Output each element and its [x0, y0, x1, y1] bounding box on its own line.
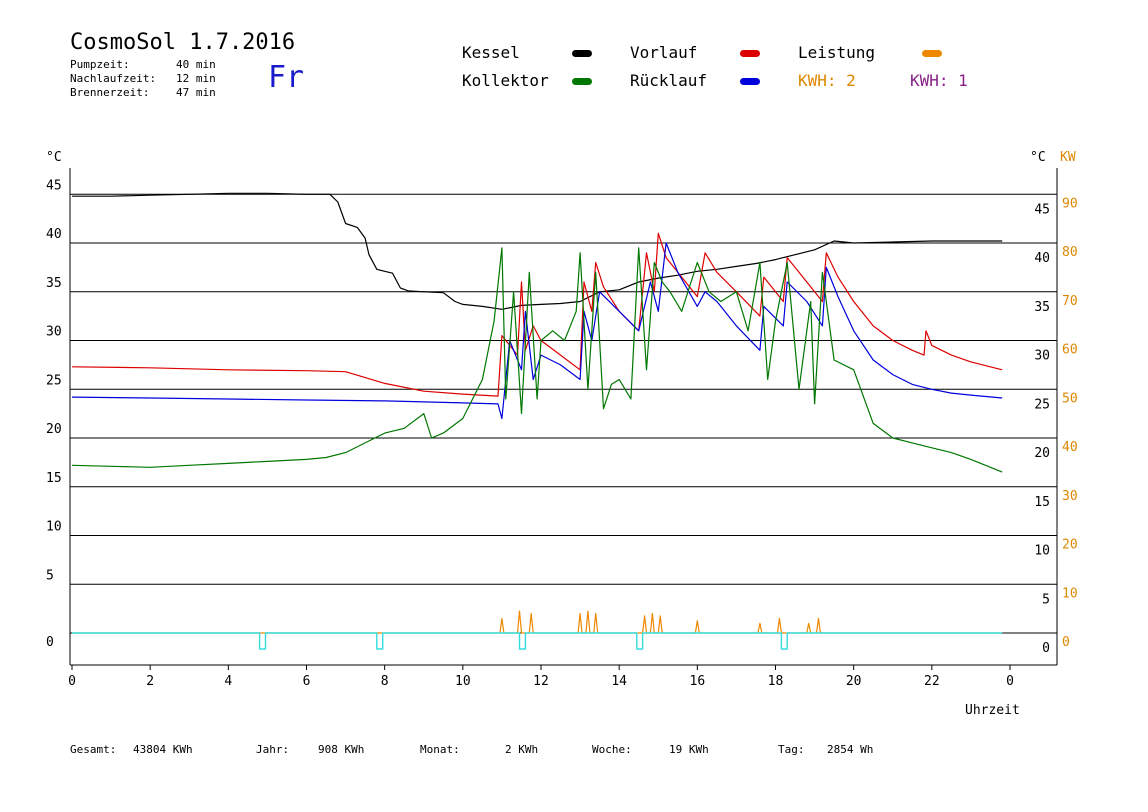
stat-label-brennerzeit: Brennerzeit: — [70, 86, 150, 99]
y-tick-left-30: 30 — [46, 325, 62, 340]
y-tick-right-power-60: 60 — [1062, 343, 1078, 358]
legend-label-vorlauf: Vorlauf — [630, 43, 698, 62]
legend-swatch-kessel — [572, 50, 592, 57]
y-tick-right-temp-0: 0 — [1042, 641, 1050, 656]
series-line-pumpe — [72, 632, 1003, 650]
series-line-leistung — [72, 610, 1003, 634]
y-axis-label-left: °C — [46, 150, 62, 165]
footer-monat-value: 2 KWh — [505, 743, 539, 756]
x-tick-4: 8 — [381, 674, 389, 689]
x-tick-6: 12 — [533, 674, 549, 689]
y-tick-right-power-80: 80 — [1062, 245, 1078, 260]
y-axis-label-right-power: KW — [1060, 150, 1076, 165]
stat-label-nachlaufzeit: Nachlaufzeit: — [70, 72, 157, 85]
legend-kwh-2: KWH: 2 — [798, 71, 856, 90]
y-axis-label-right-temp: °C — [1030, 150, 1046, 165]
legend-label-ruecklauf: Rücklauf — [630, 71, 708, 90]
y-tick-left-5: 5 — [46, 568, 54, 583]
legend-swatch-ruecklauf — [740, 78, 760, 85]
x-tick-9: 18 — [768, 674, 784, 689]
series-line-kessel — [72, 192, 1003, 310]
y-tick-right-temp-25: 25 — [1034, 397, 1050, 412]
weekday-label: Fr — [268, 60, 305, 95]
grid-lines — [70, 193, 1057, 634]
x-axis-label: Uhrzeit — [965, 703, 1020, 718]
footer-monat-label: Monat: — [420, 743, 460, 756]
x-tick-11: 22 — [924, 674, 940, 689]
series-line-rcklauf — [71, 242, 1003, 420]
x-tick-8: 16 — [690, 674, 706, 689]
x-tick-12: 0 — [1006, 674, 1014, 689]
footer-woche-value: 19 KWh — [669, 743, 709, 756]
y-tick-right-temp-35: 35 — [1034, 300, 1050, 315]
y-tick-right-temp-15: 15 — [1034, 495, 1050, 510]
x-tick-5: 10 — [455, 674, 471, 689]
y-tick-left-25: 25 — [46, 373, 62, 388]
footer-gesamt-value: 43804 KWh — [133, 743, 193, 756]
legend-swatch-vorlauf — [740, 50, 760, 57]
axes — [69, 168, 1058, 670]
y-tick-right-power-40: 40 — [1062, 440, 1078, 455]
series-line-kollektor — [71, 247, 1003, 473]
y-tick-left-20: 20 — [46, 422, 62, 437]
footer-jahr-value: 908 KWh — [318, 743, 365, 756]
legend-label-kessel: Kessel — [462, 43, 520, 62]
stat-label-pumpzeit: Pumpzeit: — [70, 58, 130, 71]
y-tick-left-45: 45 — [46, 178, 62, 193]
footer-woche-label: Woche: — [592, 743, 632, 756]
stat-value-nachlaufzeit: 12 min — [176, 72, 216, 85]
x-tick-1: 2 — [146, 674, 154, 689]
y-tick-left-10: 10 — [46, 520, 62, 535]
series-lines — [71, 192, 1003, 650]
y-tick-left-15: 15 — [46, 471, 62, 486]
page-title: CosmoSol 1.7.2016 — [70, 30, 296, 55]
x-tick-3: 6 — [303, 674, 311, 689]
legend-kwh-1: KWH: 1 — [910, 71, 968, 90]
y-tick-left-35: 35 — [46, 276, 62, 291]
legend-label-leistung: Leistung — [798, 43, 876, 62]
tick-labels: 0510152025303540450510152025303540450102… — [46, 178, 1078, 689]
x-tick-10: 20 — [846, 674, 862, 689]
y-tick-right-temp-30: 30 — [1034, 349, 1050, 364]
y-tick-right-temp-20: 20 — [1034, 446, 1050, 461]
x-tick-7: 14 — [611, 674, 627, 689]
y-tick-right-power-50: 50 — [1062, 391, 1078, 406]
y-tick-right-temp-10: 10 — [1034, 544, 1050, 559]
legend-label-kollektor: Kollektor — [462, 71, 549, 90]
series-line-vorlauf — [71, 232, 1003, 397]
y-tick-right-power-20: 20 — [1062, 538, 1078, 553]
y-tick-right-power-30: 30 — [1062, 489, 1078, 504]
footer-jahr-label: Jahr: — [256, 743, 290, 756]
legend-swatch-kollektor — [572, 78, 592, 85]
y-tick-right-temp-45: 45 — [1034, 202, 1050, 217]
x-tick-0: 0 — [68, 674, 76, 689]
x-tick-2: 4 — [224, 674, 232, 689]
y-tick-right-power-90: 90 — [1062, 196, 1078, 211]
y-tick-right-power-10: 10 — [1062, 586, 1078, 601]
y-tick-right-power-0: 0 — [1062, 635, 1070, 650]
y-tick-left-0: 0 — [46, 635, 54, 650]
legend-swatch-leistung — [922, 50, 942, 57]
footer-gesamt-label: Gesamt: — [70, 743, 117, 756]
y-tick-right-power-70: 70 — [1062, 294, 1078, 309]
y-tick-left-40: 40 — [46, 227, 62, 242]
footer-tag-value: 2854 Wh — [827, 743, 874, 756]
footer-tag-label: Tag: — [778, 743, 805, 756]
y-tick-right-temp-5: 5 — [1042, 592, 1050, 607]
stat-value-pumpzeit: 40 min — [176, 58, 216, 71]
y-tick-right-temp-40: 40 — [1034, 251, 1050, 266]
stat-value-brennerzeit: 47 min — [176, 86, 216, 99]
